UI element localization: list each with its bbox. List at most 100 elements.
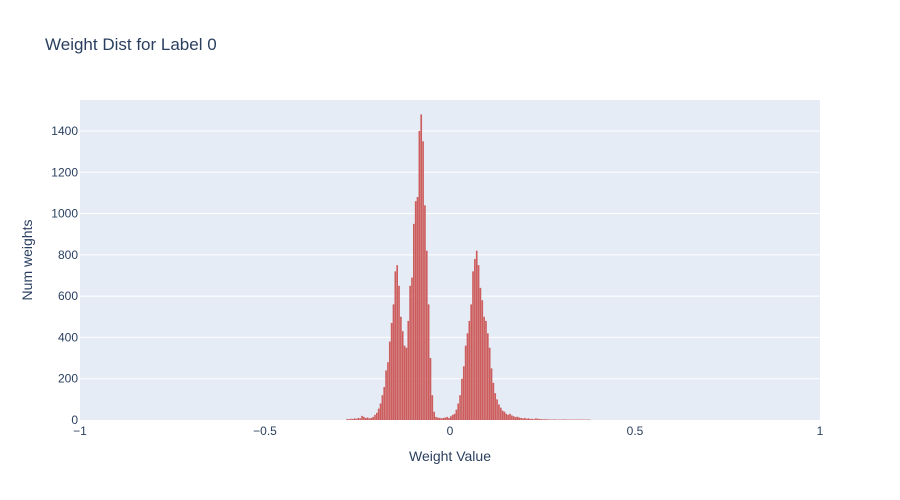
y-tick-label: 200 (58, 372, 78, 386)
histogram-bar (472, 271, 474, 420)
histogram-bar (477, 265, 480, 420)
x-tick-label: 1 (817, 424, 824, 438)
histogram-bar (457, 403, 460, 420)
histogram-bar (524, 417, 526, 420)
histogram-bar (383, 386, 386, 420)
histogram-bar (499, 407, 502, 420)
histogram-bar (366, 417, 369, 420)
histogram-bar (488, 347, 491, 420)
histogram-bar (351, 418, 354, 420)
histogram-bar (348, 419, 350, 420)
histogram-bar (501, 410, 504, 420)
histogram-bar (498, 404, 500, 420)
histogram-bar (459, 395, 461, 420)
histogram-bar (440, 418, 443, 420)
x-axis-title: Weight Value (409, 448, 491, 464)
histogram-bar (462, 366, 465, 420)
histogram-bar (544, 419, 546, 420)
histogram-bar (392, 304, 395, 420)
histogram-bar (420, 114, 423, 421)
y-tick-label: 1400 (51, 124, 78, 138)
histogram-bar (511, 415, 513, 420)
histogram-bar (390, 322, 393, 420)
y-tick-label: 800 (58, 248, 78, 262)
histogram-bar (466, 333, 469, 420)
histogram-bar (527, 418, 530, 420)
histogram-bar (529, 418, 532, 420)
y-tick-label: 1000 (51, 207, 78, 221)
histogram-bar (512, 416, 515, 420)
y-axis-ticks: 0 200 400 600 800 1000 1200 1400 (51, 124, 78, 427)
histogram-bar (424, 205, 426, 420)
histogram-bar (492, 382, 495, 420)
histogram-bar (514, 417, 517, 420)
histogram-bar (433, 411, 435, 420)
histogram-bar (444, 417, 447, 420)
histogram-bar (357, 417, 360, 420)
histogram-bar (374, 414, 376, 420)
histogram-bar (425, 250, 428, 420)
histogram-bar (405, 347, 408, 420)
histogram-bar (451, 414, 454, 420)
histogram-bar (525, 418, 528, 420)
histogram-bar (509, 413, 511, 420)
histogram-bar (468, 320, 471, 420)
histogram-bar (350, 418, 352, 420)
histogram-bar (485, 320, 487, 420)
x-tick-label: −1 (73, 424, 87, 438)
x-tick-label: 0 (447, 424, 454, 438)
histogram-bar (427, 304, 430, 420)
y-tick-label: 600 (58, 289, 78, 303)
histogram-bar (487, 333, 489, 420)
histogram-bar (448, 417, 450, 420)
histogram-bar (438, 417, 441, 420)
histogram-bar (453, 413, 456, 420)
histogram-bar (379, 403, 382, 420)
histogram-bar (422, 141, 424, 420)
bars-layer (346, 114, 591, 421)
histogram-bar (363, 416, 365, 420)
y-tick-label: 1200 (51, 165, 78, 179)
histogram-bar (385, 370, 387, 420)
histogram-bar (416, 197, 419, 420)
histogram-bar (461, 378, 463, 420)
histogram-bar (394, 271, 397, 420)
histogram-bar (359, 418, 361, 420)
histogram-bar (494, 393, 497, 420)
histogram-bar (361, 415, 363, 420)
histogram-bar (548, 419, 550, 420)
histogram-bar (446, 416, 448, 420)
histogram-bar (368, 418, 371, 420)
histogram-bar (505, 413, 508, 420)
histogram-bar (464, 345, 467, 420)
histogram-bar (407, 320, 410, 420)
histogram-bar (542, 419, 545, 420)
histogram-bar (535, 418, 537, 420)
grid-lines (80, 130, 820, 380)
histogram-bar (522, 418, 524, 420)
plot-area (80, 100, 820, 420)
histogram-bar (483, 316, 485, 420)
y-tick-label: 0 (71, 413, 78, 427)
histogram-bar (377, 408, 380, 420)
histogram-bar (533, 419, 535, 420)
y-tick-label: 400 (58, 330, 78, 344)
histogram-bar (475, 250, 478, 420)
histogram-bar (437, 417, 439, 420)
histogram-bar (479, 287, 482, 420)
histogram-bar (400, 316, 402, 420)
histogram-bar (429, 358, 432, 420)
x-axis-ticks: −1 −0.5 0 0.5 1 (73, 424, 824, 438)
histogram-bar (442, 417, 445, 420)
histogram-bar (387, 362, 389, 420)
histogram-bar (496, 399, 498, 420)
histogram-bar (396, 265, 398, 420)
histogram-bar (398, 285, 400, 420)
histogram-bar (516, 416, 519, 420)
histogram-bar (507, 414, 509, 420)
histogram-bar (540, 419, 543, 420)
histogram-bar (470, 304, 472, 420)
histogram-bar (536, 418, 539, 420)
histogram-bar (531, 418, 534, 420)
